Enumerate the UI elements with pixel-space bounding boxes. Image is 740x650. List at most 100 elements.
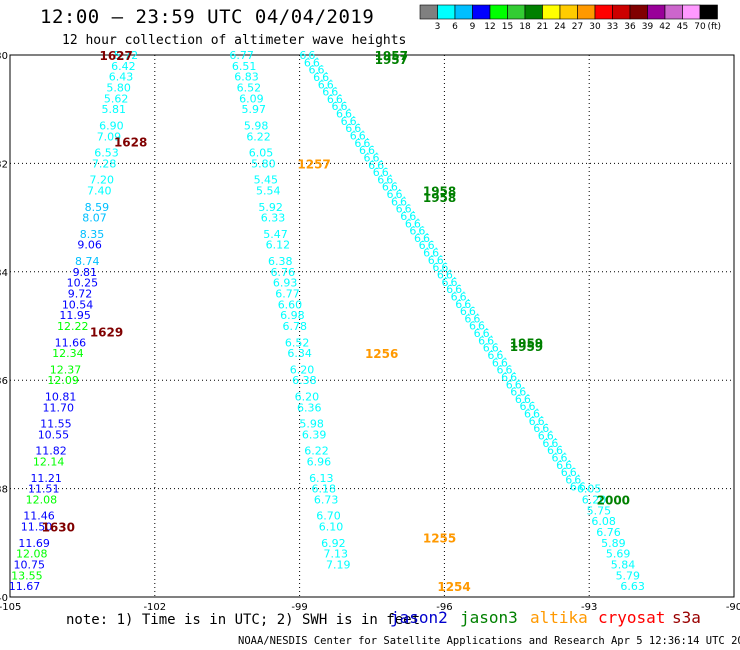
colorbar-swatch — [577, 4, 596, 20]
swh-value: 5.80 — [106, 82, 131, 95]
colorbar-swatch — [524, 4, 543, 20]
colorbar-swatch — [419, 4, 438, 20]
swh-band-value: 6. — [354, 122, 365, 135]
swh-band-value: 6. — [538, 429, 549, 442]
swh-band-value: 6. — [386, 188, 397, 201]
swh-band-value: 6. — [450, 276, 461, 289]
swh-value: 5.98 — [244, 119, 269, 132]
swh-band-value: 6. — [497, 364, 508, 377]
swh-value: 11.95 — [59, 309, 91, 322]
swh-value: 12.08 — [26, 493, 58, 506]
swh-band-value: 6. — [322, 86, 333, 99]
swh-band-value: 6. — [538, 415, 549, 428]
swh-value: 9.72 — [68, 287, 93, 300]
swh-value: 7.19 — [326, 558, 351, 571]
swh-value: 12.14 — [33, 456, 65, 469]
swh-value: 6.77 — [275, 287, 300, 300]
colorbar-label: 6 — [452, 22, 458, 32]
swh-value: 6.63 — [620, 580, 645, 593]
swh-value: 6.52 — [237, 82, 262, 95]
mission-label-jason3: jason3 — [460, 608, 518, 627]
swh-band-value: 6. — [533, 408, 544, 421]
colorbar-unit: (ft) — [708, 22, 722, 32]
lat-tick-label: -32 — [0, 159, 8, 170]
page-subtitle: 12 hour collection of altimeter wave hei… — [62, 33, 407, 48]
swh-band-value: 6. — [336, 108, 347, 121]
swh-band-value: 6. — [561, 466, 572, 479]
swh-band-value: 6. — [428, 239, 439, 252]
swh-value: 6.53 — [94, 147, 119, 160]
swh-value: 11.66 — [55, 336, 87, 349]
colorbar-swatch — [454, 4, 473, 20]
swh-value: 5.79 — [616, 569, 641, 582]
footnote: note: 1) Time is in UTC; 2) SWH is in fe… — [66, 612, 421, 628]
swh-band-value: 6. — [432, 247, 443, 260]
swh-band-value: 6. — [528, 400, 539, 413]
colorbar-swatch — [559, 4, 578, 20]
swh-band-value: 6. — [483, 327, 494, 340]
swh-band-value: 6. — [474, 327, 485, 340]
swh-band-value: 6. — [446, 283, 457, 296]
swh-band-value: 6. — [364, 151, 375, 164]
swh-band-value: 6. — [455, 283, 466, 296]
swh-band-value: 6. — [308, 49, 319, 62]
colorbar-label: 30 — [589, 22, 601, 32]
swh-band-value: 6. — [432, 261, 443, 274]
swh-value: 6.76 — [596, 526, 621, 539]
colorbar-swatch — [699, 4, 718, 20]
colorbar-swatch — [489, 4, 508, 20]
swh-band-value: 6. — [478, 334, 489, 347]
colorbar-swatch — [612, 4, 631, 20]
swh-value: 6.38 — [292, 374, 317, 387]
swh-value: 11.55 — [40, 418, 72, 431]
swh-band-value: 6. — [423, 247, 434, 260]
swh-value: 5.84 — [611, 558, 636, 571]
swh-value: 10.75 — [14, 558, 46, 571]
colorbar-label: 3 — [435, 22, 441, 32]
swh-value: 6.78 — [283, 320, 308, 333]
swh-band-value: 6. — [506, 378, 517, 391]
colorbar-label: 70 — [694, 22, 706, 32]
swh-band-value: 6. — [368, 159, 379, 172]
swh-value: 6.08 — [591, 515, 616, 528]
swh-band-value: 6. — [331, 86, 342, 99]
swh-band-value: 6. — [510, 386, 521, 399]
swh-value: 6.34 — [287, 347, 312, 360]
swh-value: 6.20 — [295, 390, 320, 403]
swh-band-value: 6. — [579, 481, 590, 494]
lon-tick-label: -105 — [0, 602, 21, 613]
colorbar-label: 42 — [659, 22, 670, 32]
swh-value: 6.38 — [268, 255, 293, 268]
pass-time-label: 1958 — [423, 191, 456, 205]
pass-time-label: 1257 — [297, 157, 330, 171]
swh-value: 5.54 — [256, 185, 281, 198]
swh-value: 6.70 — [316, 510, 341, 523]
swh-value: 6.60 — [278, 298, 303, 311]
swh-band-value: 6. — [524, 393, 535, 406]
swh-value: 6.39 — [302, 428, 327, 441]
swh-band-value: 6. — [350, 115, 361, 128]
swh-band-value: 6. — [469, 305, 480, 318]
pass-time-label: 1255 — [423, 531, 456, 545]
swh-band-value: 6. — [460, 290, 471, 303]
mission-label-s3a: s3a — [672, 608, 701, 627]
swh-value: 6.83 — [234, 71, 259, 84]
swh-band-value: 6. — [492, 342, 503, 355]
swh-value: 6.36 — [297, 401, 322, 414]
swh-value: 7.09 — [97, 130, 122, 143]
swh-band-value: 6. — [373, 166, 384, 179]
swh-band-value: 6. — [510, 371, 521, 384]
swh-band-value: 6. — [460, 305, 471, 318]
swh-value: 6.22 — [246, 130, 271, 143]
swh-value: 11.51 — [28, 483, 60, 496]
page-title: 12:00 – 23:59 UTC 04/04/2019 — [40, 6, 375, 28]
swh-band-value: 6. — [496, 349, 507, 362]
swh-band-value: 6. — [501, 356, 512, 369]
lon-tick-label: -99 — [291, 602, 307, 613]
swh-value: 8.59 — [85, 201, 110, 214]
swh-value: 6.73 — [314, 493, 339, 506]
swh-value: 13.55 — [11, 569, 43, 582]
swh-band-value: 6. — [551, 437, 562, 450]
lat-tick-label: -34 — [0, 268, 8, 279]
